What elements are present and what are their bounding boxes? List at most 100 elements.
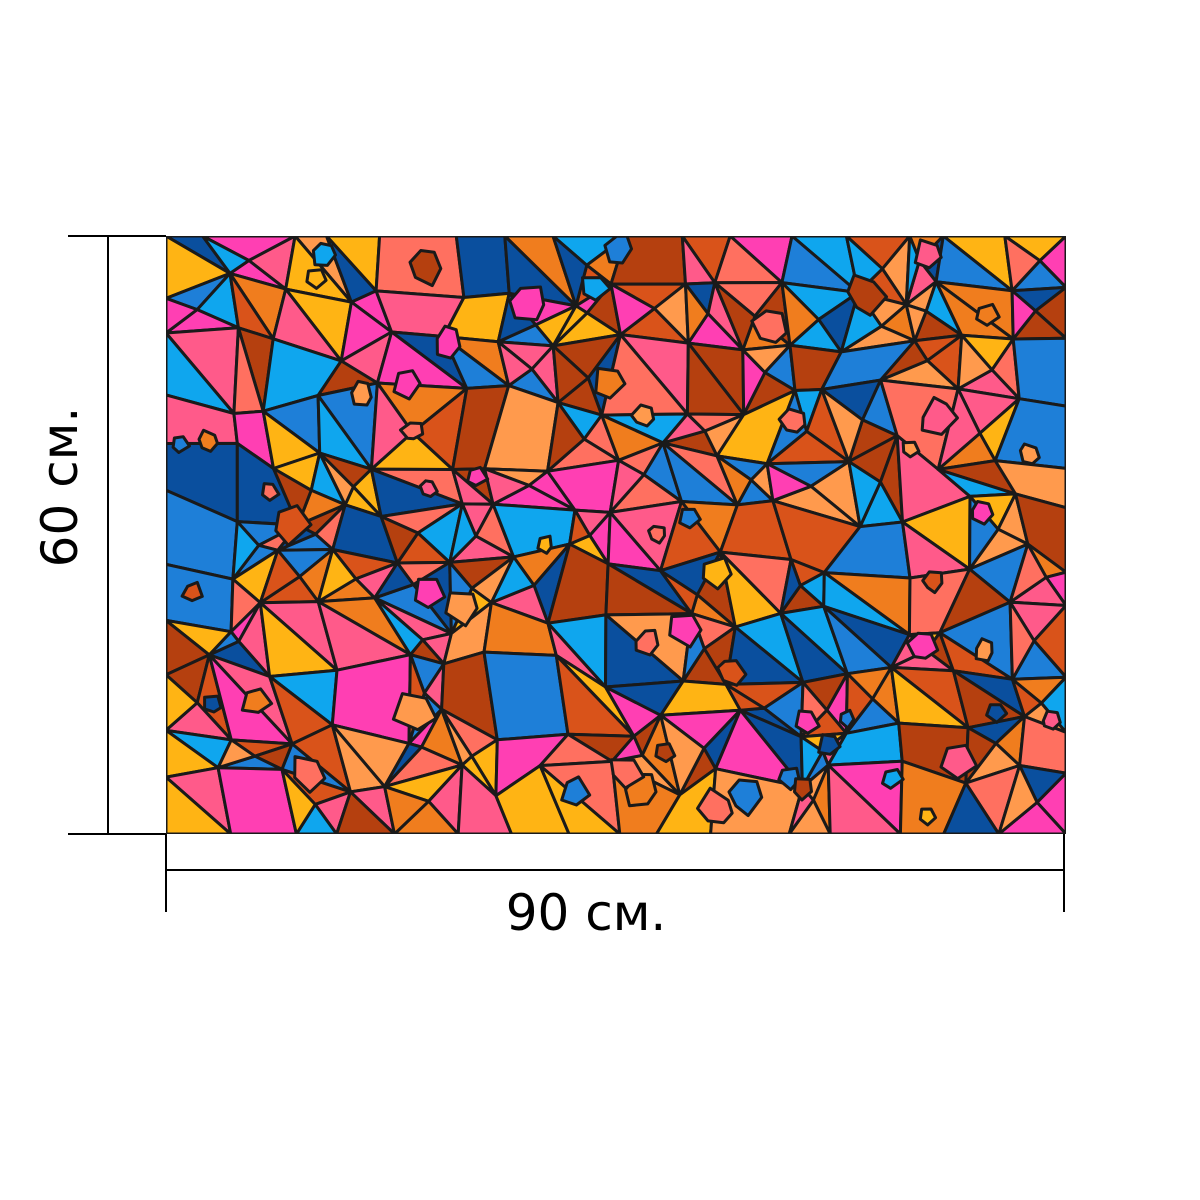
glass-tile bbox=[779, 558, 802, 615]
glass-tile bbox=[847, 460, 882, 529]
glass-tile bbox=[1011, 336, 1066, 408]
glass-tile bbox=[879, 339, 929, 382]
glass-tile bbox=[373, 561, 415, 600]
glass-tile bbox=[166, 775, 233, 834]
glass-tile bbox=[794, 709, 821, 735]
glass-tile bbox=[335, 790, 396, 834]
glass-tile bbox=[956, 333, 994, 391]
glass-tile bbox=[448, 502, 478, 564]
glass-tile bbox=[207, 630, 241, 657]
glass-tile bbox=[1003, 236, 1042, 293]
glass-tile bbox=[793, 777, 813, 802]
glass-tile bbox=[1041, 709, 1062, 731]
glass-tile bbox=[435, 324, 462, 360]
glass-tile bbox=[293, 755, 327, 794]
glass-tile bbox=[391, 692, 438, 732]
glass-tile bbox=[777, 407, 807, 434]
glass-tile bbox=[201, 236, 251, 275]
glass-tile bbox=[715, 454, 753, 507]
glass-tile bbox=[581, 276, 612, 302]
glass-tile bbox=[489, 555, 536, 605]
glass-tile bbox=[1008, 542, 1048, 604]
glass-tile bbox=[466, 465, 490, 487]
height-dimension-label: 60 см. bbox=[31, 406, 89, 568]
glass-tile bbox=[668, 613, 703, 649]
glass-tile bbox=[696, 786, 734, 825]
glass-tile bbox=[678, 507, 702, 530]
glass-tile bbox=[846, 273, 889, 317]
glass-tile bbox=[197, 428, 219, 453]
mosaic-pattern bbox=[166, 236, 1066, 834]
glass-tile bbox=[905, 631, 940, 660]
glass-tile bbox=[231, 520, 261, 581]
glass-tile bbox=[568, 508, 592, 546]
glass-tile bbox=[920, 396, 959, 436]
glass-tile bbox=[820, 388, 864, 464]
glass-tile bbox=[655, 767, 718, 834]
glass-tile bbox=[716, 659, 748, 687]
glass-tile bbox=[913, 238, 943, 270]
glass-tile bbox=[661, 412, 707, 445]
glass-tile bbox=[724, 682, 766, 712]
glass-tile bbox=[444, 591, 479, 628]
glass-tile bbox=[921, 570, 944, 595]
glass-tile bbox=[608, 458, 646, 514]
glass-tile bbox=[258, 548, 302, 605]
glass-tile bbox=[904, 303, 928, 343]
glass-tile bbox=[305, 268, 328, 290]
glass-tile bbox=[379, 515, 420, 565]
glass-tile bbox=[684, 282, 710, 345]
glass-tile bbox=[713, 281, 757, 352]
glass-tile bbox=[551, 236, 589, 308]
glass-tile bbox=[609, 282, 656, 337]
glass-tile bbox=[171, 435, 191, 454]
glass-tile bbox=[1018, 442, 1041, 466]
glass-tile bbox=[985, 703, 1009, 724]
glass-tile bbox=[560, 775, 592, 807]
glass-tile bbox=[261, 482, 281, 502]
glass-tile bbox=[974, 637, 994, 663]
glass-tile bbox=[610, 734, 644, 763]
glass-tile bbox=[799, 735, 825, 789]
glass-tile bbox=[440, 707, 474, 767]
glass-tile bbox=[318, 451, 355, 507]
glass-tile bbox=[166, 673, 199, 732]
glass-tile bbox=[647, 524, 666, 545]
glass-tile bbox=[594, 366, 627, 400]
glass-tile bbox=[750, 309, 788, 344]
glass-tile bbox=[975, 302, 1001, 327]
glass-tile bbox=[701, 556, 733, 591]
glass-tile bbox=[765, 462, 813, 503]
glass-tile bbox=[817, 733, 842, 756]
glass-tile bbox=[942, 781, 1001, 834]
glass-tile bbox=[551, 344, 590, 405]
glass-tile bbox=[216, 738, 257, 770]
glass-tile bbox=[483, 467, 531, 506]
glass-tile bbox=[496, 340, 534, 388]
glass-tile bbox=[826, 763, 902, 834]
glass-tile bbox=[634, 628, 660, 657]
glass-tile bbox=[997, 764, 1039, 834]
glass-tile bbox=[399, 421, 425, 441]
stained-glass-artwork bbox=[166, 236, 1066, 834]
glass-tile bbox=[546, 401, 586, 473]
glass-tile bbox=[629, 403, 656, 428]
glass-tile bbox=[494, 764, 571, 834]
glass-tile bbox=[350, 379, 373, 407]
glass-tile bbox=[1010, 677, 1043, 718]
glass-tile bbox=[918, 807, 938, 827]
glass-tile bbox=[971, 500, 995, 526]
glass-tile bbox=[659, 569, 699, 616]
glass-tile bbox=[456, 763, 513, 834]
glass-tile bbox=[609, 758, 646, 790]
glass-tile bbox=[413, 577, 447, 609]
glass-tile bbox=[654, 742, 677, 764]
glass-tile bbox=[216, 766, 298, 834]
glass-tile bbox=[392, 369, 422, 401]
glass-tile bbox=[280, 767, 317, 834]
glass-tile bbox=[1008, 600, 1036, 681]
glass-tile bbox=[203, 694, 223, 714]
glass-tile bbox=[240, 687, 274, 714]
